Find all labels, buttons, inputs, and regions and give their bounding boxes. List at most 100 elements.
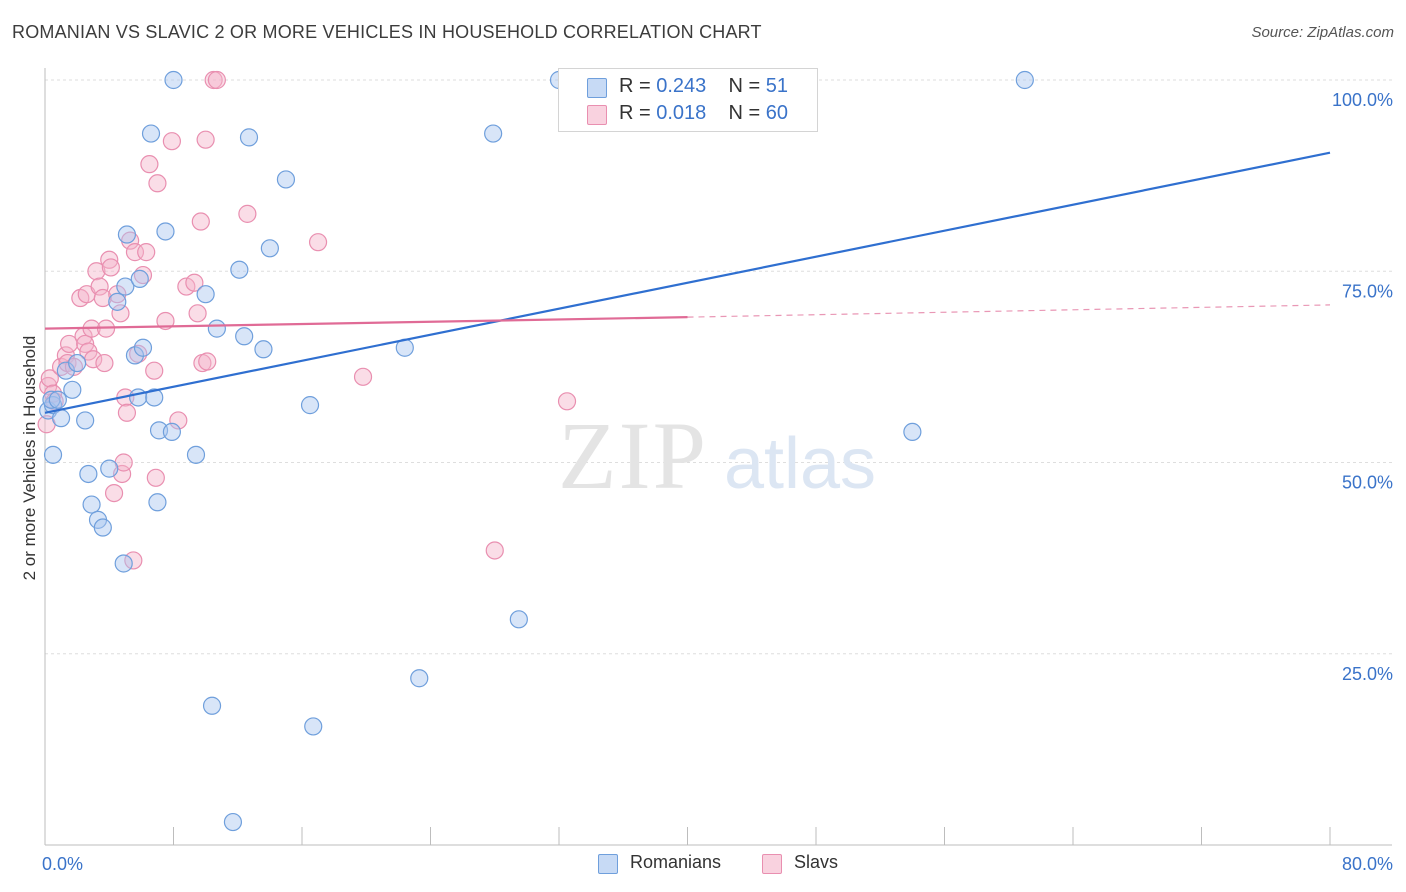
slavs-point xyxy=(185,273,204,292)
romanians-point xyxy=(43,445,63,464)
y-tick-label: 100.0% xyxy=(1332,90,1393,110)
watermark-atlas: atlas xyxy=(724,424,876,504)
romanians-point xyxy=(79,464,98,484)
romanians-point xyxy=(300,396,320,415)
slavs-point xyxy=(353,367,373,386)
slavs-point xyxy=(101,258,120,277)
slavs-point xyxy=(188,304,207,323)
romanians-point xyxy=(117,225,137,244)
romanians-point xyxy=(48,390,67,409)
x-tick-label: 80.0% xyxy=(1342,854,1393,874)
slavs-point xyxy=(59,334,79,354)
slavs-point xyxy=(169,411,188,430)
slavs-point xyxy=(308,233,328,252)
romanians-point xyxy=(162,422,181,441)
romanians-point xyxy=(148,493,167,512)
slavs-point xyxy=(93,288,112,308)
slavs-trend-extension xyxy=(687,304,1331,318)
slavs-point xyxy=(148,174,167,193)
slavs-points xyxy=(37,70,577,570)
slavs-legend-swatch xyxy=(762,854,782,874)
legend-r-value: 0.018 xyxy=(656,102,707,124)
slavs-point xyxy=(111,304,130,323)
slavs-point xyxy=(95,353,114,373)
romanians-swatch xyxy=(587,78,607,98)
romanians-point xyxy=(156,222,175,241)
trend-lines xyxy=(44,151,1331,414)
slavs-legend-label: Slavs xyxy=(794,852,839,872)
y-tick-label: 50.0% xyxy=(1342,473,1393,493)
slavs-point xyxy=(207,70,226,90)
romanians-point xyxy=(63,380,82,399)
romanians-point xyxy=(68,353,87,373)
slavs-point xyxy=(40,369,59,388)
legend-r-value: 0.243 xyxy=(656,75,707,97)
romanians-point xyxy=(235,327,254,346)
axes xyxy=(44,68,1392,846)
romanians-point xyxy=(82,495,101,514)
romanians-point xyxy=(114,554,133,573)
romanians-point xyxy=(108,292,127,311)
romanians-legend-label: Romanians xyxy=(630,852,722,872)
romanians-point xyxy=(100,459,119,478)
slavs-point xyxy=(146,468,165,487)
romanians-point xyxy=(410,669,429,688)
romanians-point xyxy=(93,518,112,537)
y-tick-label: 75.0% xyxy=(1342,281,1393,301)
romanians-point xyxy=(129,388,148,407)
chart-title: ROMANIAN VS SLAVIC 2 OR MORE VEHICLES IN… xyxy=(12,22,762,42)
tick-labels: 25.0% 50.0% 75.0% 100.0% 0.0% 80.0% xyxy=(42,90,1393,874)
romanians-point xyxy=(202,696,222,715)
romanians-point xyxy=(254,340,273,359)
x-tick-label: 0.0% xyxy=(42,854,83,874)
slavs-point xyxy=(145,361,164,380)
romanians-point xyxy=(484,124,503,143)
slavs-point xyxy=(100,250,119,269)
slavs-point xyxy=(117,403,137,422)
gridlines xyxy=(45,79,1392,655)
romanians-point xyxy=(276,170,296,189)
romanians-point xyxy=(230,260,249,279)
romanians-point xyxy=(239,128,259,147)
slavs-point xyxy=(162,132,181,151)
romanians-point xyxy=(509,610,528,629)
legend-row-romanians: R = 0.243 N = 51 xyxy=(559,73,817,101)
slavs-point xyxy=(140,155,159,174)
slavs-point xyxy=(196,130,215,149)
source-label: Source: ZipAtlas.com xyxy=(1251,24,1394,41)
slavs-point xyxy=(557,392,577,411)
slavs-trend-line xyxy=(44,316,688,330)
romanians-point xyxy=(133,338,153,357)
slavs-point xyxy=(238,204,257,223)
slavs-point xyxy=(90,277,109,296)
romanians-point xyxy=(51,409,71,428)
romanians-point xyxy=(130,269,149,288)
romanians-legend-swatch xyxy=(598,854,618,874)
romanians-point xyxy=(116,277,135,296)
slavs-point xyxy=(198,352,217,371)
romanians-point xyxy=(223,812,243,832)
legend-n-label: N = xyxy=(728,75,761,97)
romanians-points xyxy=(39,70,1034,832)
slavs-point xyxy=(156,311,175,331)
romanians-point xyxy=(196,285,215,304)
slavs-point xyxy=(191,212,210,231)
romanians-point xyxy=(186,445,206,464)
romanians-point xyxy=(141,124,161,143)
legend-r-label: R = xyxy=(619,102,651,124)
romanians-point xyxy=(42,390,61,409)
legend-n-value: 60 xyxy=(765,102,789,124)
romanians-point xyxy=(1015,70,1034,90)
slavs-point xyxy=(137,243,156,262)
romanians-point xyxy=(903,422,922,441)
watermark-zip: ZIP xyxy=(558,402,708,509)
slavs-point xyxy=(485,541,504,560)
slavs-point xyxy=(104,484,124,503)
romanians-point xyxy=(260,239,279,258)
romanians-point xyxy=(164,70,183,90)
romanians-point xyxy=(145,388,164,407)
legend-row-slavs: R = 0.018 N = 60 xyxy=(559,100,817,128)
romanians-point xyxy=(304,717,323,736)
legend-n-label: N = xyxy=(728,102,761,124)
